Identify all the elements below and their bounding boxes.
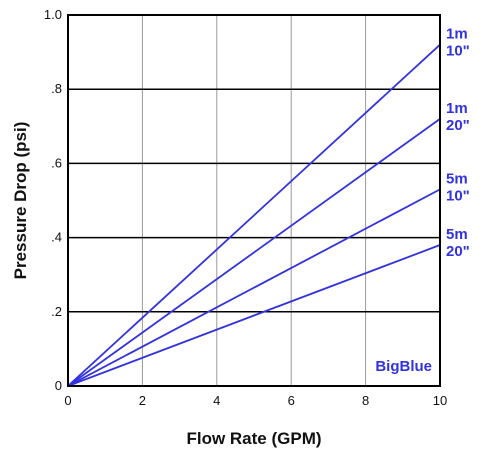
x-tick-label: 8 xyxy=(362,393,369,408)
series-line xyxy=(67,188,441,387)
x-tick-label: 6 xyxy=(288,393,295,408)
y-tick-label: 1.0 xyxy=(44,7,62,22)
plot-frame xyxy=(67,14,441,387)
y-tick-label: .6 xyxy=(51,155,62,170)
y-tick-label: 0 xyxy=(55,378,62,393)
y-tick-label: .2 xyxy=(51,304,62,319)
x-tick-label: 2 xyxy=(139,393,146,408)
series-labels: 1m 10" 1m 20" 5m 10" 5m 20" xyxy=(446,26,470,260)
y-tick-label: .8 xyxy=(51,81,62,96)
y-tick-label: .4 xyxy=(51,230,62,245)
x-tick-label: 4 xyxy=(213,393,220,408)
series-line xyxy=(67,44,441,387)
x-tick-label: 0 xyxy=(64,393,71,408)
series-line xyxy=(67,244,441,387)
y-axis-title: Pressure Drop (psi) xyxy=(11,122,30,280)
series-line xyxy=(67,118,441,387)
series-lines xyxy=(67,44,441,387)
series-label: 5m 20" xyxy=(446,226,470,260)
series-label: 1m 10" xyxy=(446,26,470,60)
x-tick-label: 10 xyxy=(433,393,447,408)
series-label: 5m 10" xyxy=(446,170,470,204)
x-tick-labels: 0 2 4 6 8 10 xyxy=(64,393,447,408)
grid xyxy=(68,15,440,386)
brand-annotation: BigBlue xyxy=(375,358,432,375)
x-axis-title: Flow Rate (GPM) xyxy=(186,429,321,448)
y-tick-labels: 0 .2 .4 .6 .8 1.0 xyxy=(44,7,62,393)
series-label: 1m 20" xyxy=(446,100,470,134)
